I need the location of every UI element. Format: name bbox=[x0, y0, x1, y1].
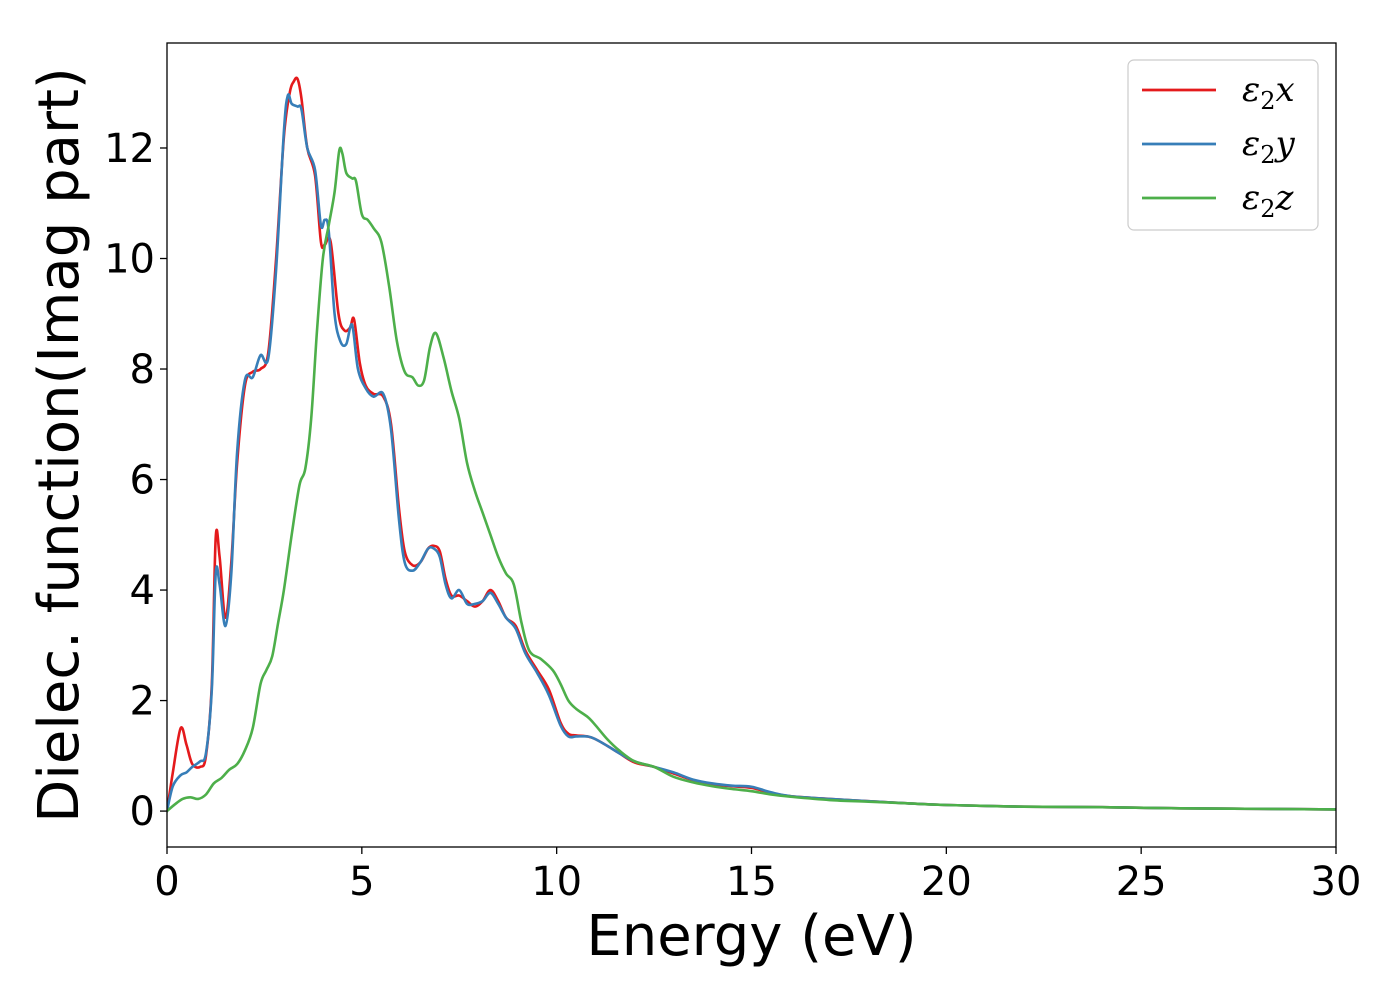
x-tick-label: 20 bbox=[921, 859, 972, 905]
legend-entry-y: ε2y bbox=[1242, 124, 1296, 169]
x-tick-label: 0 bbox=[154, 859, 179, 905]
y-tick-label: 6 bbox=[130, 458, 155, 504]
y-tick-label: 4 bbox=[130, 568, 155, 614]
y-tick-label: 2 bbox=[130, 679, 155, 725]
legend-entry-z: ε2z bbox=[1242, 178, 1295, 223]
x-axis-ticks: 0 5 10 15 20 25 30 bbox=[154, 847, 1361, 905]
series-line-z bbox=[167, 146, 1336, 813]
y-tick-label: 0 bbox=[130, 789, 155, 835]
x-tick-label: 15 bbox=[726, 859, 777, 905]
series-lines bbox=[167, 76, 1336, 813]
y-axis-ticks: 0 2 4 6 8 10 12 bbox=[104, 126, 167, 835]
legend-box bbox=[1127, 59, 1319, 231]
legend-entry-x: ε2x bbox=[1242, 70, 1295, 115]
x-axis-label: Energy (eV) bbox=[586, 904, 916, 969]
y-tick-label: 12 bbox=[104, 126, 155, 172]
y-tick-label: 10 bbox=[104, 237, 155, 283]
x-tick-label: 30 bbox=[1311, 859, 1362, 905]
y-axis-label: Dielec. function(Imag part) bbox=[27, 67, 92, 823]
x-tick-label: 10 bbox=[531, 859, 582, 905]
x-tick-label: 5 bbox=[349, 859, 374, 905]
series-line-y bbox=[167, 93, 1336, 813]
x-tick-label: 25 bbox=[1116, 859, 1167, 905]
legend: ε2x ε2y ε2z bbox=[1127, 59, 1319, 231]
y-tick-label: 8 bbox=[130, 347, 155, 393]
